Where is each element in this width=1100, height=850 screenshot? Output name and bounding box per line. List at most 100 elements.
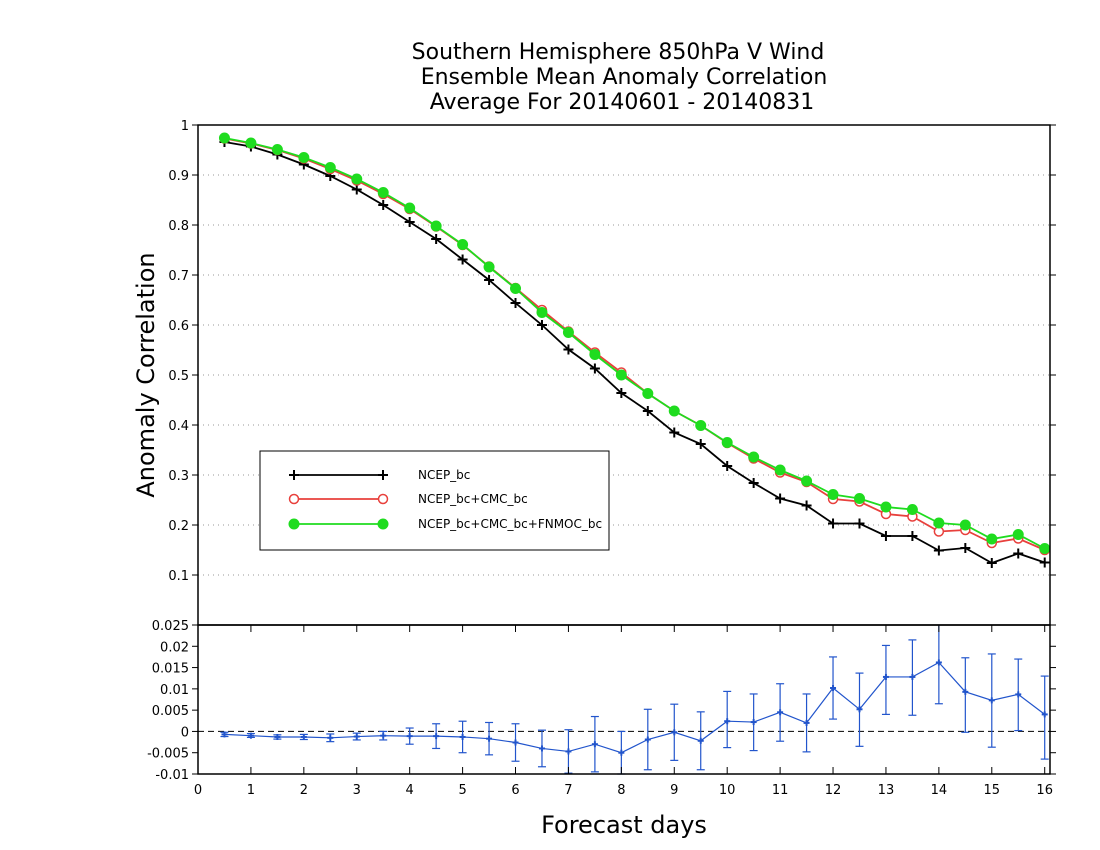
main-plot-panel: 0.1 0.2 0.3 0.4 0.5 0.6 0.7 0.8 0.9 1 Anomaly Cor… <box>132 119 1056 626</box>
series-3-point <box>642 388 654 399</box>
series-1-point <box>510 298 521 308</box>
difference-point <box>988 697 995 704</box>
series-1-point <box>1013 548 1024 559</box>
series-3-point <box>351 173 363 185</box>
series-1-point <box>748 478 759 488</box>
title-line-2: Ensemble Mean Anomaly Correlation <box>421 65 828 90</box>
difference-point <box>856 706 863 713</box>
chart-title: Southern Hemisphere 850hPa V Wind Ensemb… <box>412 40 828 115</box>
series-3-point <box>483 261 495 273</box>
difference-point <box>565 748 572 755</box>
series-3-point <box>430 220 442 232</box>
main-y-tick-label: 0.7 <box>168 269 189 284</box>
x-tick-label: 8 <box>617 783 625 798</box>
series-3-point <box>721 437 733 448</box>
series-1-point <box>351 184 362 195</box>
series-1-point <box>457 254 468 265</box>
x-tick-label: 12 <box>825 783 842 798</box>
legend-marker-3 <box>377 518 389 530</box>
series-3-point <box>774 464 786 476</box>
difference-y-tick-label: 0.025 <box>152 619 189 634</box>
series-3-point <box>562 327 574 338</box>
legend-box <box>259 450 610 551</box>
series-1-point <box>616 388 627 398</box>
difference-point <box>909 673 916 680</box>
difference-y-tick-label: 0 <box>181 725 189 740</box>
series-3-point <box>404 202 416 214</box>
difference-point <box>697 737 704 744</box>
legend-marker-3 <box>288 518 300 530</box>
difference-series-layer <box>220 625 1049 775</box>
difference-y-tick-label: -0.01 <box>155 768 189 783</box>
series-1-point <box>1039 557 1050 568</box>
main-y-tick-label: 0.1 <box>168 569 189 584</box>
difference-point <box>591 741 598 748</box>
series-1-point <box>589 363 600 374</box>
series-3-point <box>853 493 865 504</box>
series-3-point <box>1039 543 1051 554</box>
difference-point <box>433 733 440 740</box>
legend-marker-2 <box>377 493 389 505</box>
legend-marker-2 <box>288 493 300 505</box>
difference-point <box>538 745 545 752</box>
series-3-point <box>324 162 336 173</box>
series-1-point <box>695 439 706 449</box>
legend-label-2: NCEP_bc+CMC_bc <box>418 492 528 506</box>
series-3-point <box>801 475 813 487</box>
x-tick-label: 0 <box>194 783 202 798</box>
difference-point <box>327 734 334 741</box>
difference-point <box>935 659 942 666</box>
difference-series-line <box>224 661 1046 754</box>
difference-point <box>644 736 651 743</box>
main-gridlines <box>198 174 1050 576</box>
difference-y-tick-label: 0.01 <box>160 683 189 698</box>
series-3-point <box>245 137 257 149</box>
difference-point <box>962 688 969 695</box>
error-bar <box>1040 675 1049 760</box>
main-series-layer <box>218 132 1051 568</box>
difference-point <box>830 685 837 692</box>
series-3-point <box>986 533 998 545</box>
x-tick-label: 14 <box>931 783 948 798</box>
series-1-point <box>431 234 442 244</box>
difference-point <box>300 733 307 740</box>
series-3-point <box>695 420 707 431</box>
series-3-point <box>615 369 627 381</box>
series-3-point <box>298 152 310 163</box>
series-1-point <box>854 518 865 529</box>
difference-point <box>618 749 625 756</box>
series-3-point <box>536 307 548 318</box>
main-y-axis-label: Anomaly Correlation <box>132 252 160 497</box>
x-axis: 0 1 2 3 4 5 6 7 8 9 10 11 12 13 14 15 16 <box>194 625 1053 798</box>
difference-point <box>459 733 466 740</box>
series-3-point <box>959 519 971 531</box>
series-1-point <box>986 558 997 568</box>
legend-marker-1 <box>289 470 299 480</box>
error-bar <box>961 657 970 733</box>
series-1-point <box>536 320 547 330</box>
series-1-point <box>907 531 918 541</box>
x-tick-label: 15 <box>984 783 1001 798</box>
difference-point <box>353 733 360 740</box>
series-1-point <box>775 493 786 504</box>
difference-point <box>406 733 413 740</box>
difference-y-tick-label: 0.015 <box>152 662 189 677</box>
series-3-point <box>218 132 230 144</box>
main-y-tick-label: 0.8 <box>168 219 189 234</box>
legend-label-1: NCEP_bc <box>418 468 470 482</box>
legend-label-3: NCEP_bc+CMC_bc+FNMOC_bc <box>418 517 602 531</box>
difference-point <box>274 733 281 740</box>
main-y-tick-label: 0.6 <box>168 319 189 334</box>
main-y-tick-label: 0.3 <box>168 469 189 484</box>
title-line-3: Average For 20140601 - 20140831 <box>430 90 815 115</box>
difference-y-tick-label: 0.02 <box>160 640 189 655</box>
difference-point <box>803 719 810 726</box>
difference-point <box>671 729 678 736</box>
series-1-point <box>960 543 971 553</box>
difference-point <box>777 709 784 716</box>
series-3-point <box>1012 529 1024 540</box>
series-1-point <box>378 200 389 210</box>
x-tick-label: 2 <box>300 783 308 798</box>
difference-point <box>221 731 228 738</box>
